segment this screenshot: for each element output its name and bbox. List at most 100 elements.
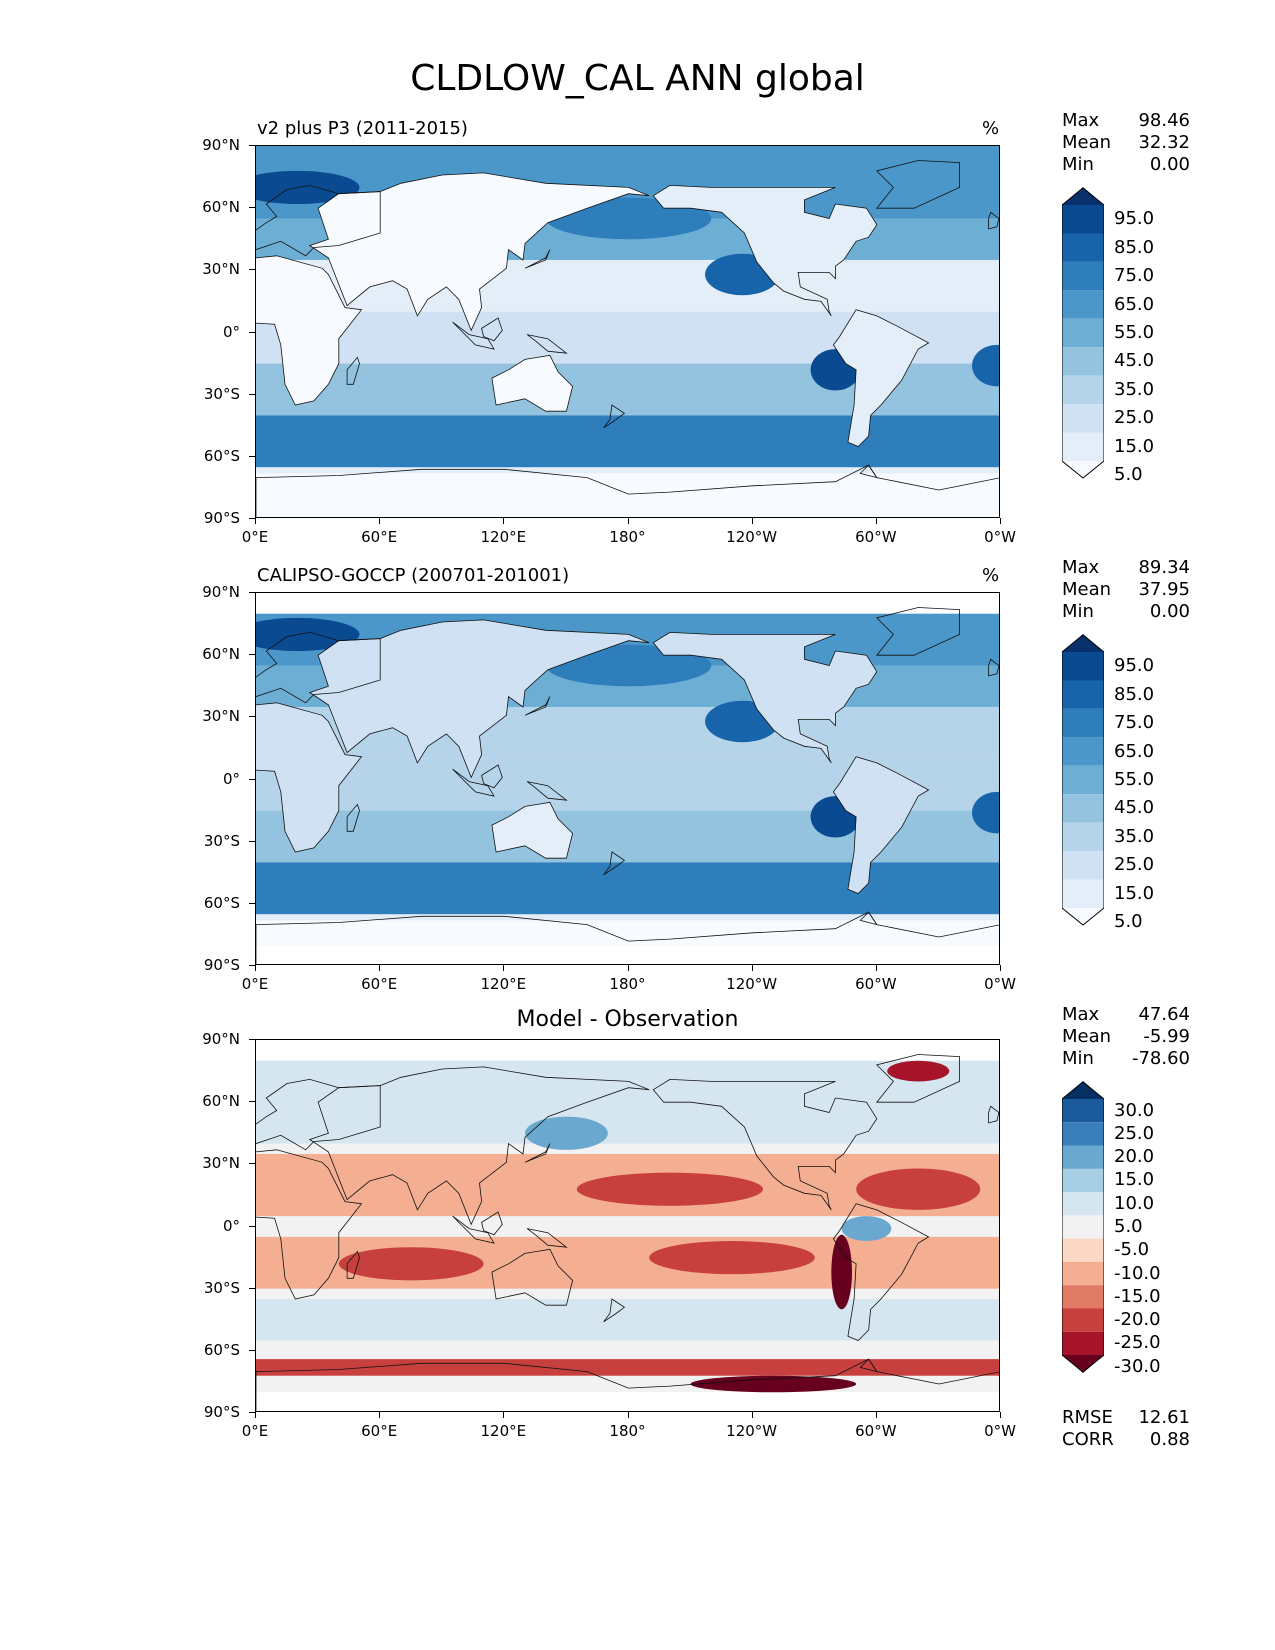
coastline-namerica — [652, 631, 878, 764]
lat-tick-label: 30°S — [203, 831, 240, 850]
field-band-southern-ocean — [256, 862, 999, 915]
lat-tick-label: 60°N — [202, 198, 240, 217]
coastline-japan — [524, 1143, 551, 1163]
figure-title: CLDLOW_CAL ANN global — [410, 58, 865, 99]
colorbar-label: 15.0 — [1114, 1169, 1155, 1191]
lat-tick-label: 90°S — [203, 509, 240, 527]
field-band-nodata-south — [256, 945, 999, 964]
colorbar-label: 20.0 — [1114, 1146, 1155, 1168]
field-blob-andes-neg — [831, 1234, 852, 1310]
colorbar-label: -30.0 — [1114, 1355, 1161, 1377]
lon-tick-mark — [751, 518, 753, 524]
stat-row: Mean 32.32 — [1062, 132, 1190, 154]
coastline-borneo — [481, 317, 503, 342]
lat-tick-label: 60°S — [203, 1340, 240, 1359]
colorbar-swatch — [1062, 1285, 1104, 1309]
lat-tick-mark — [249, 592, 255, 593]
lat-tick-mark — [249, 331, 255, 333]
lon-tick-label: 0°W — [984, 1422, 1016, 1440]
stat-row: RMSE 12.61 — [1062, 1407, 1190, 1429]
lat-tick-label: 90°N — [202, 583, 240, 601]
field-blob-npac-pos — [525, 1116, 608, 1150]
field-land-namerica — [653, 185, 877, 316]
lon-tick-mark — [875, 965, 877, 971]
lon-tick-mark — [751, 1412, 753, 1418]
stat-value: 0.00 — [1149, 601, 1190, 622]
colorbar-swatch — [1062, 375, 1104, 405]
stat-row: Max 89.34 — [1062, 557, 1190, 579]
coastline-namerica — [652, 1078, 878, 1211]
coastline-samerica — [832, 309, 930, 447]
field-band-antarctic — [256, 920, 999, 946]
coastlines — [256, 1054, 999, 1411]
stat-value: 37.95 — [1138, 579, 1190, 600]
stat-label: Mean — [1062, 1026, 1112, 1047]
coastline-madagascar — [346, 1250, 360, 1279]
colorbar-swatch — [1062, 1331, 1104, 1355]
colorbar-label: 25.0 — [1114, 854, 1155, 876]
coastlines — [256, 160, 999, 517]
colorbar — [1062, 634, 1104, 926]
lon-tick-label: 0°E — [241, 528, 269, 546]
colorbar-label: -5.0 — [1114, 1239, 1150, 1261]
map-obs — [255, 592, 1000, 965]
coastline-nz — [603, 851, 626, 876]
field-blob-atl-neg — [856, 1168, 981, 1210]
stat-value: 98.46 — [1138, 110, 1190, 131]
lat-tick-label: 30°S — [203, 1278, 240, 1297]
stat-label: Min — [1062, 154, 1094, 175]
field-band-nodata-south — [256, 1392, 999, 1411]
stat-value: 47.64 — [1138, 1004, 1190, 1025]
colorbar-swatch — [1062, 404, 1104, 433]
coastline-australia — [491, 1248, 574, 1306]
error-stats-box: RMSE 12.61 CORR 0.88 — [1062, 1407, 1190, 1451]
lat-tick-label: 30°N — [202, 1154, 240, 1173]
lat-tick-label: 0° — [222, 1216, 240, 1235]
lon-tick-label: 60°W — [855, 975, 897, 993]
colorbar-label: -25.0 — [1114, 1332, 1161, 1354]
stat-value: 0.88 — [1149, 1429, 1190, 1450]
coastline-uk — [988, 658, 999, 677]
lon-tick-mark — [255, 965, 256, 971]
lat-tick-label: 0° — [222, 769, 240, 788]
lon-tick-label: 60°W — [855, 528, 897, 546]
panel-units: % — [982, 118, 1000, 139]
colorbar-label: 55.0 — [1114, 322, 1155, 343]
field-land-africa — [256, 702, 362, 852]
lon-tick-mark — [255, 518, 256, 524]
lon-tick-label: 120°W — [726, 975, 778, 993]
colorbar-swatch — [1062, 634, 1104, 652]
coastline-indonesia — [452, 1215, 495, 1244]
lon-tick-mark — [1000, 518, 1001, 524]
colorbar-outline — [1062, 1081, 1104, 1373]
coastline-samerica — [832, 756, 930, 894]
lat-tick-mark — [249, 902, 255, 904]
colorbar-label: 5.0 — [1114, 1216, 1143, 1237]
lon-tick-label: 0°E — [241, 975, 269, 993]
lon-tick-mark — [503, 1412, 505, 1418]
field-blob-amazon-pos — [841, 1216, 892, 1242]
colorbar-swatch — [1062, 680, 1104, 709]
field-blob-norway — [256, 617, 360, 652]
coastline-borneo — [481, 1211, 503, 1236]
coastline-australia — [491, 801, 574, 859]
colorbar-label: 5.0 — [1114, 911, 1143, 933]
colorbar — [1062, 1081, 1104, 1373]
coastline-antarctica — [256, 464, 999, 517]
stat-value: 12.61 — [1138, 1407, 1190, 1428]
coastline-madagascar — [346, 356, 360, 385]
lon-tick-mark — [255, 1412, 256, 1418]
colorbar-swatch — [1062, 1099, 1104, 1123]
lon-tick-label: 180° — [609, 528, 646, 546]
lat-tick-label: 30°N — [202, 707, 240, 726]
lat-tick-label: 60°N — [202, 645, 240, 664]
lat-tick-label: 90°N — [202, 136, 240, 154]
colorbar-swatch — [1062, 1081, 1104, 1099]
stat-value: 0.00 — [1149, 154, 1190, 175]
colorbar-swatch — [1062, 1238, 1104, 1262]
lon-tick-mark — [379, 1412, 381, 1418]
field-blob-namibia-stratocu — [972, 344, 999, 387]
colorbar-swatch — [1062, 432, 1104, 461]
stat-value: 89.34 — [1138, 557, 1190, 578]
lat-tick-mark — [249, 965, 255, 966]
